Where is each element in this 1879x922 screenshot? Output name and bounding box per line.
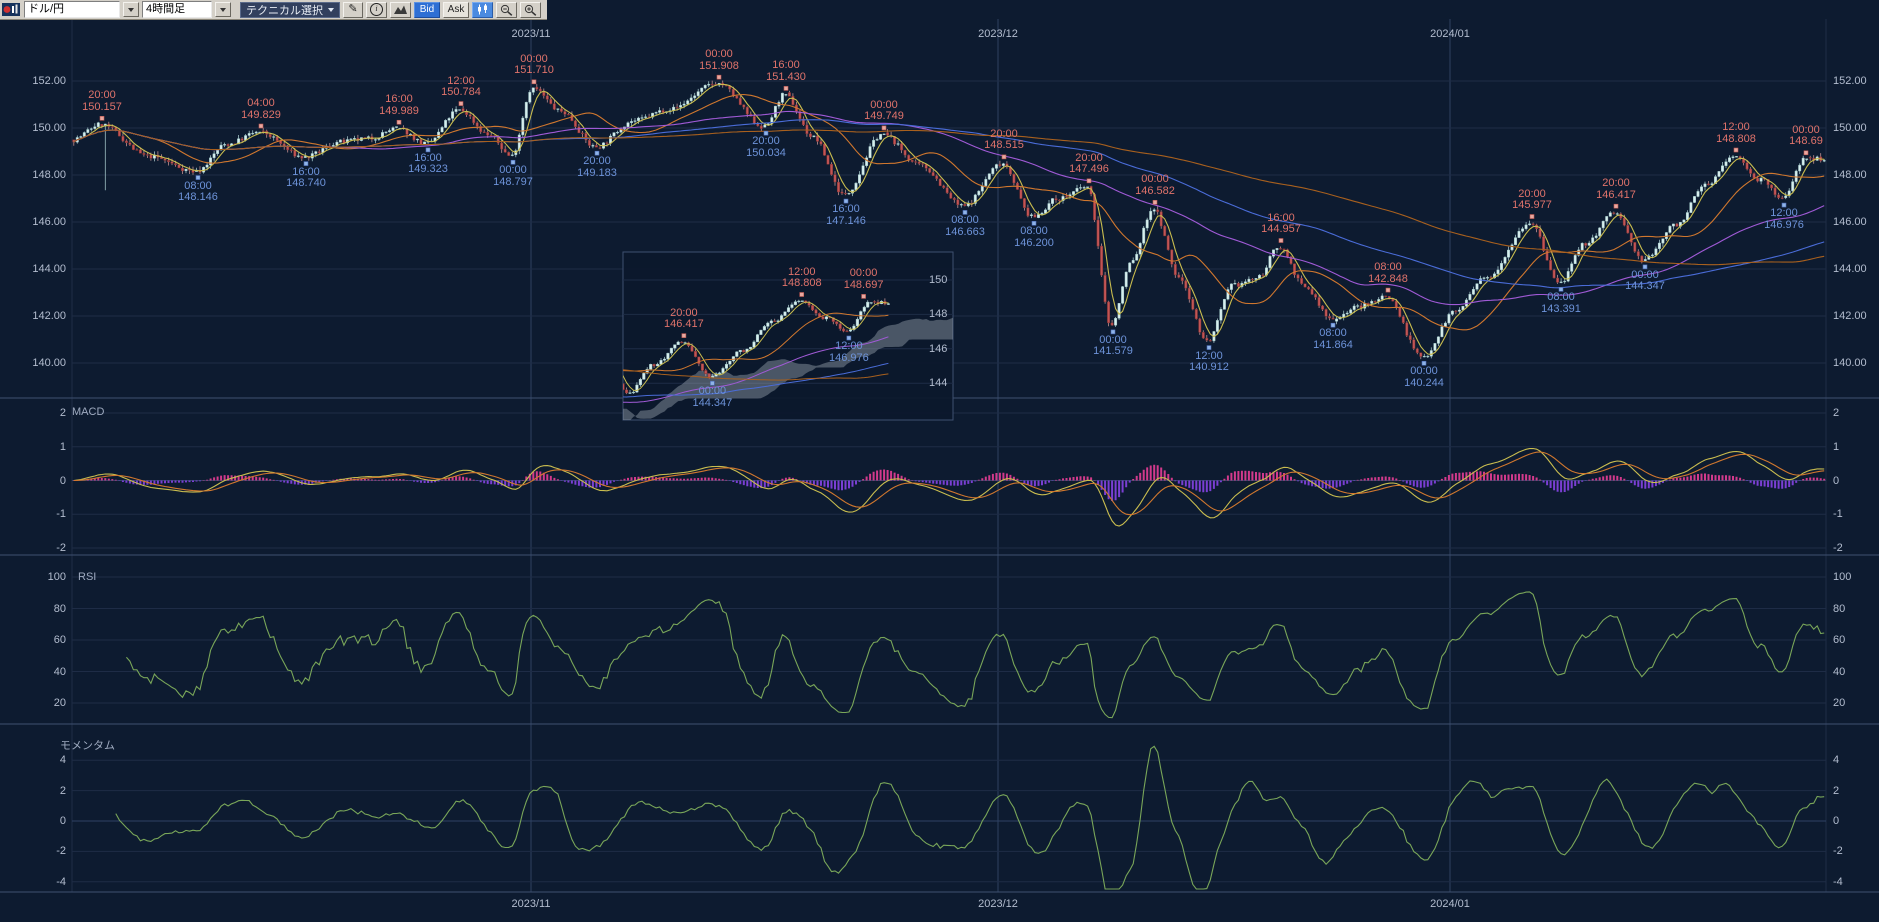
- swing-low-marker: [1781, 202, 1787, 208]
- swing-low-marker: [843, 198, 849, 204]
- area-chart-button[interactable]: [390, 1, 411, 18]
- swing-low-marker: [763, 130, 769, 136]
- chevron-down-icon: [128, 7, 134, 12]
- swing-high-marker: [396, 119, 402, 125]
- swing-high-marker: [1152, 200, 1158, 205]
- chevron-down-icon: [220, 7, 226, 12]
- swing-low-marker: [1330, 322, 1336, 328]
- swing-high-marker: [1613, 203, 1619, 209]
- zoom-inset-layer: [623, 279, 953, 420]
- swing-low-marker: [710, 380, 715, 386]
- symbol-dropdown-button[interactable]: [123, 2, 139, 17]
- swing-high-marker: [861, 294, 866, 299]
- pencil-icon: ✎: [348, 3, 358, 15]
- swing-low-marker: [846, 335, 852, 341]
- swing-low-marker: [1421, 360, 1427, 366]
- symbol-value: ドル/円: [28, 3, 65, 15]
- timeframe-combobox[interactable]: 4時間足: [142, 1, 212, 18]
- swing-high-marker: [1001, 154, 1007, 160]
- swing-low-marker: [962, 210, 968, 215]
- timeframe-dropdown-button[interactable]: [215, 2, 231, 17]
- swing-low-marker: [303, 161, 309, 166]
- swing-high-marker: [716, 74, 722, 80]
- swing-high-marker: [681, 333, 687, 338]
- zoom-out-button[interactable]: [496, 1, 517, 18]
- swing-high-marker: [258, 123, 264, 129]
- swing-low-marker: [1206, 345, 1212, 350]
- swing-low-marker: [1558, 287, 1564, 292]
- candle-chart-button[interactable]: [472, 1, 493, 18]
- swing-low-marker: [425, 147, 431, 153]
- zoom-in-button[interactable]: [520, 1, 541, 18]
- swing-high-marker: [1529, 214, 1535, 219]
- area-chart-icon: [394, 5, 407, 14]
- swing-low-marker: [1031, 221, 1037, 226]
- zoom-out-icon: [500, 4, 513, 16]
- timeframe-value: 4時間足: [146, 3, 186, 15]
- swing-low-marker: [1642, 264, 1648, 270]
- bid-toggle-button[interactable]: Bid: [414, 1, 440, 18]
- swing-high-marker: [799, 292, 805, 297]
- swing-low-marker: [594, 150, 600, 156]
- swing-high-marker: [1733, 147, 1739, 153]
- draw-tool-button[interactable]: ✎: [343, 1, 363, 18]
- swing-high-marker: [1385, 287, 1391, 293]
- swing-high-marker: [99, 116, 105, 121]
- swing-low-marker: [510, 159, 516, 165]
- info-icon: i: [370, 3, 383, 16]
- zoom-in-icon: [524, 4, 537, 16]
- chevron-down-icon: [328, 7, 334, 12]
- info-button[interactable]: i: [366, 1, 387, 18]
- zoom-inset-window[interactable]: [623, 252, 953, 420]
- momentum-layer: [115, 745, 1825, 890]
- ask-toggle-button[interactable]: Ask: [443, 1, 469, 18]
- technical-select-button[interactable]: テクニカル選択: [240, 1, 340, 18]
- symbol-combobox[interactable]: ドル/円: [24, 1, 120, 18]
- main-toolbar: ドル/円 4時間足 テクニカル選択 ✎ i Bid Ask: [0, 0, 547, 20]
- swing-high-marker: [458, 101, 464, 106]
- swing-high-marker: [531, 79, 537, 85]
- macd-layer: [72, 447, 1826, 527]
- swing-low-marker: [195, 175, 201, 180]
- price-chart-layer: [72, 80, 1826, 360]
- swing-high-marker: [1086, 178, 1092, 184]
- swing-high-marker: [1278, 238, 1284, 243]
- app-logo-icon: [2, 3, 20, 16]
- rsi-layer: [125, 591, 1825, 719]
- technical-select-label: テクニカル選択: [246, 4, 323, 17]
- swing-high-marker: [881, 125, 887, 131]
- swing-high-marker: [1803, 150, 1809, 156]
- swing-low-marker: [1110, 329, 1116, 335]
- swing-high-marker: [783, 86, 789, 91]
- candle-chart-icon: [478, 4, 487, 15]
